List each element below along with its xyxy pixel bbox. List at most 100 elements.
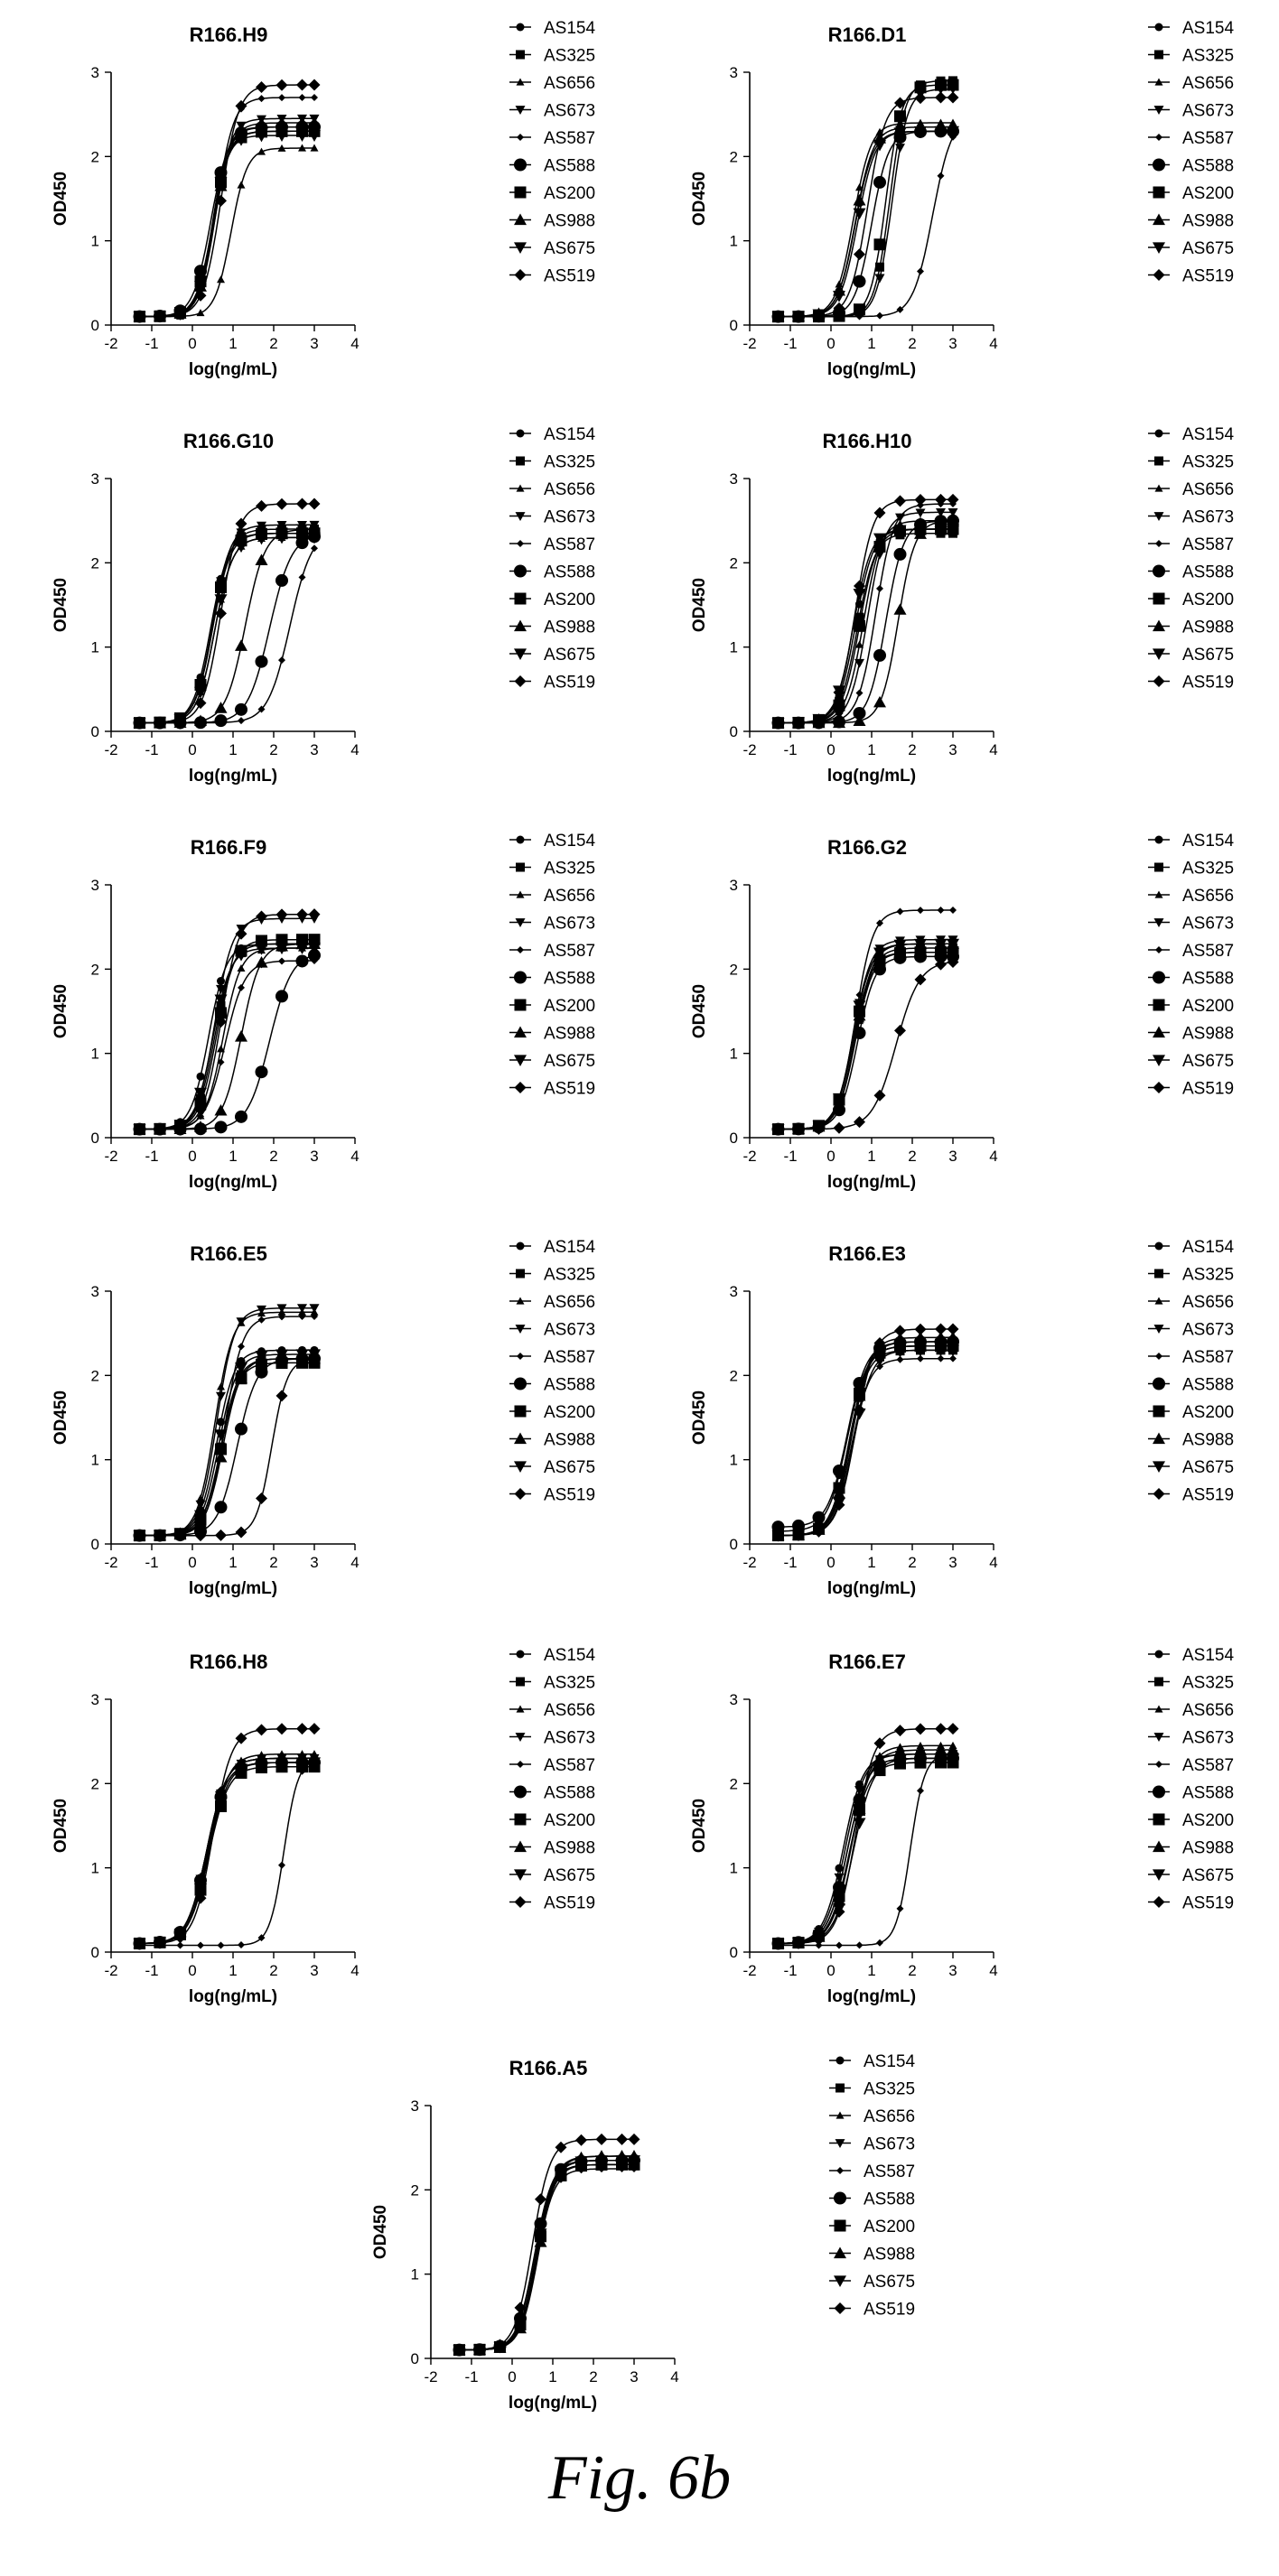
series-as200 bbox=[772, 946, 959, 1136]
x-tick-label: -2 bbox=[742, 335, 756, 352]
legend-label: AS519 bbox=[1182, 1080, 1234, 1099]
data-point bbox=[174, 1530, 186, 1542]
data-point bbox=[257, 1316, 266, 1324]
data-point bbox=[238, 1343, 245, 1351]
data-point bbox=[792, 1937, 805, 1949]
x-tick-label: 2 bbox=[908, 1962, 916, 1979]
data-point bbox=[935, 946, 947, 959]
data-point bbox=[235, 1110, 247, 1123]
data-point bbox=[255, 655, 268, 668]
triangle-down-icon bbox=[1153, 106, 1164, 115]
circle-small-icon bbox=[1154, 1650, 1163, 1659]
triangle-up-small-icon bbox=[1154, 1297, 1163, 1305]
diamond-icon bbox=[514, 1896, 527, 1908]
series-line bbox=[778, 130, 953, 318]
data-point bbox=[833, 686, 845, 699]
legend-label: AS200 bbox=[544, 997, 595, 1016]
x-tick-label: -1 bbox=[145, 1962, 158, 1979]
data-point bbox=[154, 1530, 166, 1542]
series-as519 bbox=[134, 79, 321, 323]
series-as519 bbox=[772, 1323, 959, 1542]
data-point bbox=[275, 1757, 288, 1770]
legend-label: AS154 bbox=[544, 832, 595, 851]
data-point bbox=[235, 1526, 247, 1539]
data-point bbox=[235, 517, 247, 530]
data-point bbox=[873, 1089, 886, 1102]
data-point bbox=[275, 573, 288, 587]
series-as675 bbox=[133, 1349, 321, 1542]
data-point bbox=[154, 310, 166, 322]
y-tick-label: 2 bbox=[91, 554, 99, 572]
legend-label: AS154 bbox=[1182, 832, 1234, 851]
triangle-down-large-icon bbox=[514, 1055, 527, 1066]
y-axis-label: OD450 bbox=[51, 984, 70, 1038]
y-axis-label: OD450 bbox=[51, 172, 70, 226]
legend-label: AS673 bbox=[544, 915, 595, 934]
legend-label: AS675 bbox=[544, 646, 595, 665]
triangle-down-icon bbox=[515, 918, 526, 927]
data-point bbox=[894, 1024, 906, 1037]
legend-label: AS656 bbox=[544, 1293, 595, 1312]
series-as656 bbox=[135, 1307, 319, 1539]
data-point bbox=[853, 193, 866, 206]
legend-label: AS519 bbox=[544, 1080, 595, 1099]
y-tick-label: 3 bbox=[91, 64, 99, 81]
diamond-small-icon bbox=[836, 2167, 844, 2174]
triangle-down-large-icon bbox=[1153, 648, 1165, 660]
legend-label: AS588 bbox=[544, 563, 595, 582]
circle-large-icon bbox=[1153, 1785, 1165, 1799]
data-point bbox=[873, 238, 886, 251]
x-tick-label: 2 bbox=[269, 1148, 277, 1165]
data-point bbox=[278, 957, 285, 965]
data-point bbox=[196, 309, 205, 317]
data-point bbox=[236, 1317, 247, 1327]
legend-label: AS988 bbox=[1182, 1025, 1234, 1044]
y-tick-label: 1 bbox=[730, 1860, 738, 1877]
data-point bbox=[275, 990, 288, 1003]
x-tick-label: -2 bbox=[104, 1962, 117, 1979]
data-point bbox=[873, 175, 886, 189]
data-point bbox=[894, 495, 906, 507]
data-point bbox=[235, 1030, 247, 1042]
data-point bbox=[154, 1937, 166, 1949]
data-point bbox=[308, 79, 321, 91]
data-point bbox=[813, 713, 825, 726]
data-point bbox=[574, 2156, 588, 2168]
series-as656 bbox=[135, 144, 319, 321]
legend-label: AS200 bbox=[1182, 591, 1234, 609]
series-as588 bbox=[133, 1352, 321, 1542]
x-tick-label: -1 bbox=[783, 335, 797, 352]
triangle-down-large-icon bbox=[1153, 1869, 1165, 1881]
legend-label: AS325 bbox=[864, 2080, 915, 2099]
data-point bbox=[947, 1753, 959, 1765]
triangle-down-icon bbox=[515, 106, 526, 115]
circle-small-icon bbox=[1154, 835, 1163, 844]
diamond-small-icon bbox=[1155, 946, 1162, 953]
triangle-up-icon bbox=[514, 213, 527, 226]
legend: AS154 AS325 AS656 AS673 AS587 AS588 AS200 AS988… bbox=[1148, 832, 1234, 1099]
legend-label: AS656 bbox=[544, 480, 595, 499]
data-point bbox=[917, 1354, 924, 1362]
legend-label: AS519 bbox=[544, 674, 595, 693]
data-point bbox=[813, 1122, 825, 1135]
data-point bbox=[853, 208, 866, 220]
data-point bbox=[235, 541, 247, 553]
legend-label: AS519 bbox=[544, 1486, 595, 1505]
legend-label: AS154 bbox=[544, 19, 595, 38]
y-tick-label: 2 bbox=[730, 554, 738, 572]
data-point bbox=[917, 267, 924, 275]
y-axis-label: OD450 bbox=[690, 578, 709, 632]
data-point bbox=[893, 939, 907, 952]
data-point bbox=[935, 1723, 947, 1735]
data-point bbox=[896, 305, 904, 313]
data-point bbox=[853, 714, 866, 727]
legend-label: AS673 bbox=[544, 102, 595, 121]
data-point bbox=[275, 130, 288, 143]
data-point bbox=[914, 1323, 927, 1335]
x-tick-label: 2 bbox=[908, 1148, 916, 1165]
data-point bbox=[772, 311, 784, 323]
diamond-small-icon bbox=[1155, 1353, 1162, 1360]
data-point bbox=[595, 2155, 608, 2167]
circle-small-icon bbox=[1154, 429, 1163, 438]
x-tick-label: 0 bbox=[188, 741, 196, 758]
